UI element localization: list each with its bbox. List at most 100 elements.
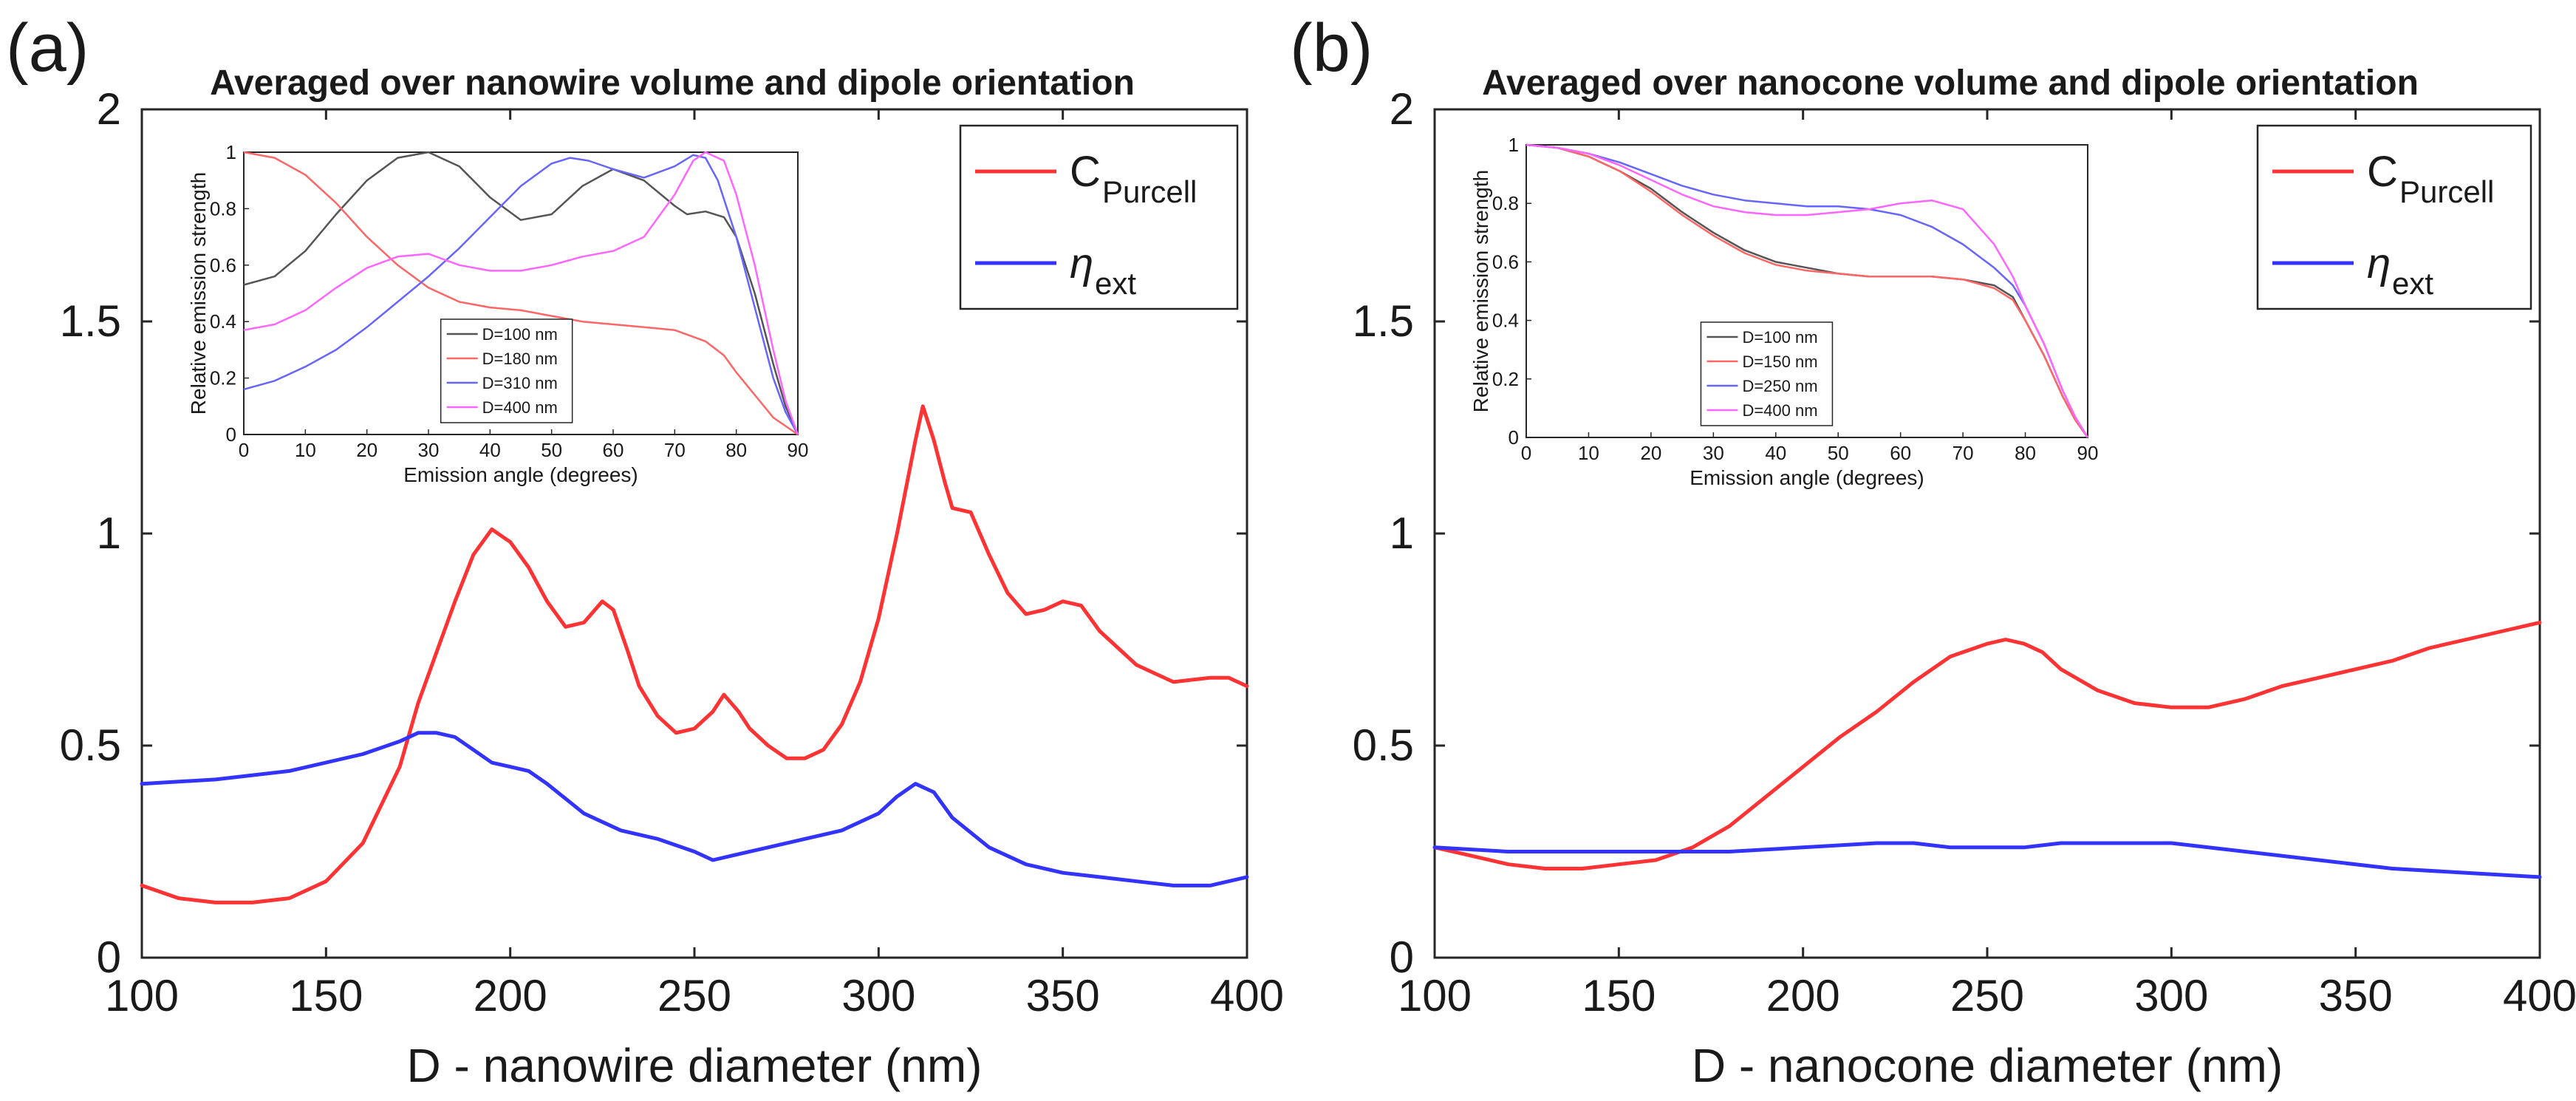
inset-legend-label: D=400 nm [1742,401,1817,420]
inset-y-axis-label: Relative emission strength [1469,170,1492,412]
inset-x-tick-label: 0 [239,439,249,461]
inset-x-tick-label: 40 [1765,442,1786,464]
inset-x-tick-label: 20 [1640,442,1661,464]
y-tick-label: 0 [97,933,121,982]
x-tick-label: 400 [2503,971,2576,1020]
inset-y-tick-label: 0.8 [1492,192,1519,214]
legend-box [2256,124,2532,310]
inset-legend: D=100 nm D=150 nm D=250 nm D=400 nm [1700,321,1834,426]
x-axis-label: D - nanocone diameter (nm) [1692,1039,2283,1092]
legend-label: η [2367,239,2391,287]
x-tick-label: 300 [841,971,915,1020]
y-tick-label: 1.5 [1353,296,1414,346]
x-tick-label: 350 [1026,971,1100,1020]
inset-x-tick-label: 60 [1890,442,1911,464]
legend-label: η [1070,239,1093,287]
inset-y-tick-label: 0.6 [1492,250,1519,273]
inset-series-line [243,151,799,435]
inset-legend-label: D=310 nm [482,374,558,392]
inset-y-tick-label: 0 [1509,426,1519,449]
legend-subscript: Purcell [2399,174,2494,209]
inset-x-tick-label: 70 [664,439,686,461]
inset-legend-box [440,318,573,423]
inset-x-tick-label: 50 [1828,442,1849,464]
inset-x-axis-label: Emission angle (degrees) [403,463,638,486]
y-tick-label: 0 [1390,933,1414,982]
inset-x-axis-label: Emission angle (degrees) [1690,466,1924,489]
series-line-eta-ext [140,731,1249,887]
inset-chart: 0 10 20 30 40 50 60 70 80 90 0 0.2 0.4 0.6 0.8 1 Emissio… [1469,134,2098,489]
inset-x-tick-label: 40 [479,439,501,461]
inset-x-tick-label: 50 [541,439,562,461]
inset-legend-label: D=250 nm [1742,377,1817,395]
x-tick-label: 400 [1210,971,1284,1020]
series-line-eta-ext [1432,841,2542,879]
panel-label: (a) [6,10,89,86]
y-tick-label: 1 [1390,508,1414,558]
inset-x-tick-label: 20 [356,439,377,461]
series-line-c-purcell [1432,621,2542,870]
legend-label: C [2367,148,2398,196]
inset-x-tick-label: 0 [1521,442,1531,464]
inset-legend: D=100 nm D=180 nm D=310 nm D=400 nm [440,318,573,423]
x-tick-label: 300 [2134,971,2208,1020]
inset-y-tick-label: 0.4 [1492,310,1519,332]
inset-y-tick-label: 0.8 [210,197,236,219]
inset-x-tick-label: 30 [1703,442,1724,464]
inset-series-line [243,154,799,435]
legend-subscript: Purcell [1102,174,1197,209]
panel-label: (b) [1290,10,1373,86]
inset-y-tick-label: 0 [226,423,236,446]
panel-b: (b) Averaged over nanocone volume and dip… [1290,10,2576,1092]
y-tick-label: 2 [1390,84,1414,134]
inset-x-tick-label: 60 [603,439,624,461]
x-tick-label: 250 [657,971,731,1020]
x-tick-label: 100 [105,971,179,1020]
inset-y-tick-label: 1 [226,141,236,163]
inset-series-line [1526,143,2089,438]
x-tick-label: 350 [2319,971,2393,1020]
x-axis-label: D - nanowire diameter (nm) [407,1039,983,1092]
legend-box [959,124,1239,310]
inset-x-tick-label: 30 [418,439,440,461]
legend-label: C [1070,148,1101,196]
y-tick-label: 0.5 [60,720,121,770]
inset-legend-label: D=180 nm [482,350,558,368]
panel-a: (a) Averaged over nanowire volume and dip… [6,10,1284,1092]
inset-legend-label: D=100 nm [1742,328,1817,347]
inset-x-tick-label: 90 [788,439,809,461]
inset-x-tick-label: 80 [725,439,747,461]
inset-x-tick-label: 90 [2077,442,2099,464]
inset-y-tick-label: 0.2 [1492,368,1519,390]
legend-subscript: ext [2392,266,2433,301]
inset-legend-label: D=400 nm [482,398,558,417]
inset-y-tick-label: 0.2 [210,367,236,389]
y-tick-label: 0.5 [1353,720,1414,770]
y-tick-label: 1.5 [60,296,121,346]
inset-x-tick-label: 80 [2015,442,2036,464]
inset-legend-label: D=100 nm [482,325,558,344]
y-tick-label: 2 [97,84,121,134]
x-tick-label: 200 [1766,971,1840,1020]
inset-legend-box [1700,321,1834,426]
inset-y-tick-label: 0.4 [210,310,236,333]
x-tick-label: 200 [474,971,547,1020]
inset-series-line [1526,143,2089,438]
inset-x-tick-label: 10 [1578,442,1599,464]
inset-legend-label: D=150 nm [1742,352,1817,371]
inset-series-line [243,151,799,435]
chart-title: Averaged over nanocone volume and dipole… [1482,64,2419,103]
x-tick-label: 150 [289,971,363,1020]
chart-title: Averaged over nanowire volume and dipole… [210,64,1135,103]
inset-y-tick-label: 1 [1509,134,1519,156]
inset-y-tick-label: 0.6 [210,254,236,276]
inset-x-tick-label: 70 [1953,442,1974,464]
inset-chart: 0 10 20 30 40 50 60 70 80 90 0 0.2 0.4 0.6 0.8 1 Emissio… [187,141,808,486]
x-tick-label: 100 [1398,971,1472,1020]
series-line-c-purcell [140,404,1249,904]
inset-y-axis-label: Relative emission strength [187,172,210,415]
y-tick-label: 1 [97,508,121,558]
